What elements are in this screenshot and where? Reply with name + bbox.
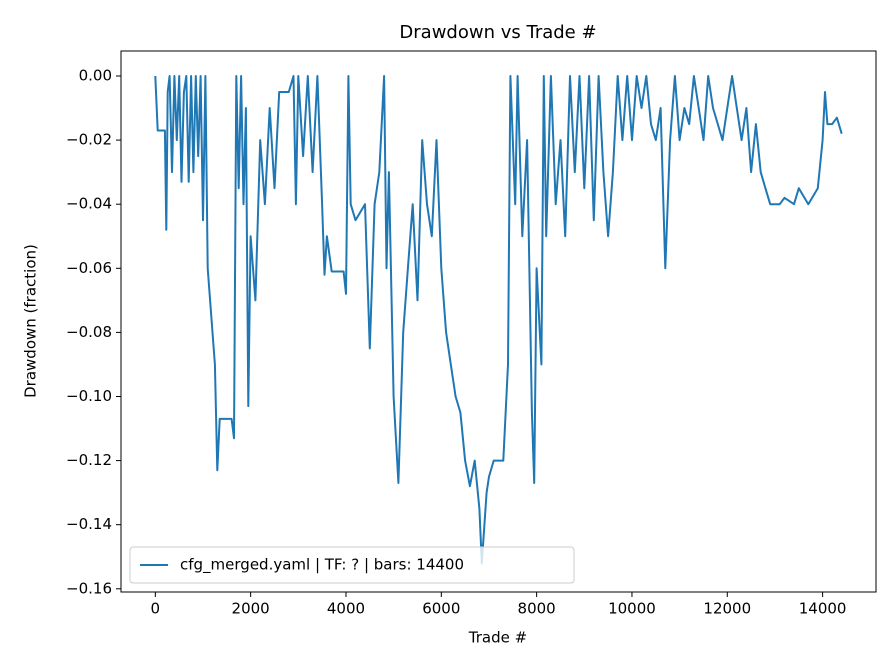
x-tick-label: 8000	[518, 600, 556, 618]
x-tick-label: 14000	[799, 600, 847, 618]
chart-title: Drawdown vs Trade #	[399, 22, 596, 43]
y-axis-label: Drawdown (fraction)	[22, 244, 40, 398]
x-tick-label: 10000	[608, 600, 656, 618]
y-tick-label: −0.08	[66, 323, 112, 341]
plot-frame	[120, 50, 877, 593]
x-tick-label: 2000	[232, 600, 270, 618]
line	[154, 75, 843, 565]
y-tick-label: −0.04	[66, 195, 112, 213]
x-tick-label: 12000	[703, 600, 751, 618]
y-tick-label: 0.00	[79, 66, 112, 84]
y-tick-label: −0.16	[66, 579, 112, 597]
legend-box	[129, 546, 575, 584]
y-tick-label: −0.10	[66, 387, 112, 405]
x-axis-label: Trade #	[468, 629, 527, 647]
y-tick-label: −0.14	[66, 515, 112, 533]
x-tick-label: 6000	[422, 600, 460, 618]
y-tick-label: −0.02	[66, 131, 112, 149]
y-tick-label: −0.06	[66, 259, 112, 277]
y-tick-label: −0.12	[66, 451, 112, 469]
x-tick-label: 0	[151, 600, 161, 618]
x-tick-label: 4000	[327, 600, 365, 618]
legend-label: cfg_merged.yaml | TF: ? | bars: 14400	[180, 556, 464, 575]
